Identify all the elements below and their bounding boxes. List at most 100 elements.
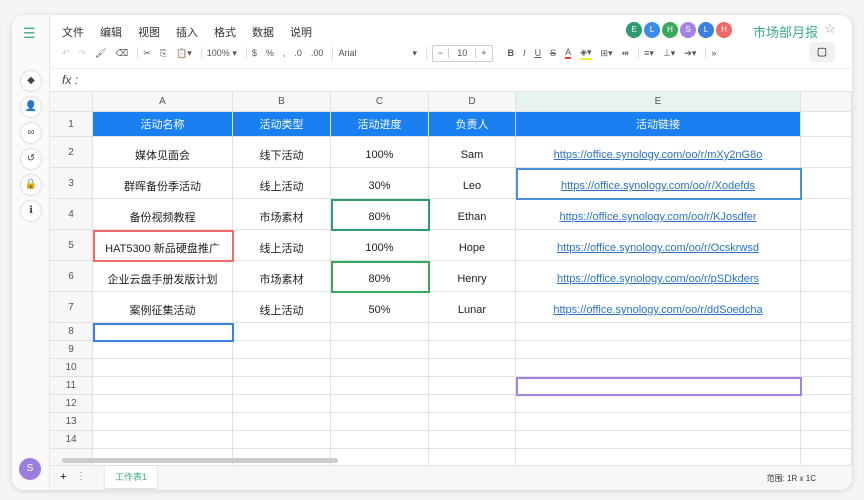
row-header[interactable]: 4: [50, 199, 93, 230]
cell[interactable]: Sam: [429, 137, 516, 168]
cell[interactable]: [801, 112, 852, 137]
cell[interactable]: [801, 413, 852, 431]
cell[interactable]: [429, 377, 516, 395]
row-header[interactable]: 1: [50, 112, 93, 137]
cell[interactable]: 100%: [331, 137, 429, 168]
sheet-tab[interactable]: 工作表1: [105, 466, 158, 488]
link-cell[interactable]: https://office.synology.com/oo/r/pSDkder…: [516, 261, 801, 292]
column-header[interactable]: D: [429, 92, 516, 112]
font-size-stepper[interactable]: −10 +: [432, 44, 493, 62]
collaborator-avatar[interactable]: S: [680, 22, 696, 38]
currency-button[interactable]: $: [251, 48, 257, 58]
add-sheet-icon[interactable]: +: [60, 471, 67, 483]
vertical-align-icon[interactable]: ⊥▾: [662, 47, 676, 58]
cell[interactable]: [331, 359, 429, 377]
cell[interactable]: [429, 395, 516, 413]
cell[interactable]: 市场素材: [233, 261, 331, 292]
fill-color-icon[interactable]: ◈▾: [580, 47, 592, 60]
cell[interactable]: [801, 395, 852, 413]
collaborator-avatar[interactable]: E: [626, 22, 642, 38]
row-header[interactable]: 14: [50, 431, 93, 449]
header-cell[interactable]: 活动链接: [516, 112, 801, 137]
cell[interactable]: 线上活动: [233, 168, 331, 199]
cell[interactable]: 市场素材: [233, 199, 331, 230]
menu-item[interactable]: 格式: [214, 27, 236, 39]
cell[interactable]: Henry: [429, 261, 516, 292]
decrease-size-button[interactable]: −: [438, 48, 444, 58]
cell[interactable]: 100%: [331, 230, 429, 261]
link-icon[interactable]: ∞: [21, 123, 41, 143]
cell[interactable]: 线下活动: [233, 137, 331, 168]
formula-bar[interactable]: fx :: [50, 68, 852, 92]
undo-icon[interactable]: ↶: [62, 47, 70, 58]
document-title[interactable]: 市场部月报: [753, 25, 819, 40]
sheet-list-icon[interactable]: ⋮: [76, 471, 86, 482]
history-icon[interactable]: ↺: [21, 149, 41, 169]
header-cell[interactable]: 活动类型: [233, 112, 331, 137]
text-color-button[interactable]: A: [565, 47, 572, 59]
cell[interactable]: [331, 431, 429, 449]
cell[interactable]: [801, 377, 852, 395]
cell[interactable]: 案例征集活动: [93, 292, 233, 323]
cell[interactable]: 50%: [331, 292, 429, 323]
cell[interactable]: [331, 323, 429, 341]
cell[interactable]: [93, 359, 233, 377]
merge-cells-icon[interactable]: ⇹: [621, 47, 630, 58]
cell[interactable]: [516, 431, 801, 449]
star-icon[interactable]: ☆: [824, 21, 836, 36]
italic-button[interactable]: I: [523, 48, 526, 58]
cut-icon[interactable]: ✂: [143, 47, 151, 58]
cell[interactable]: [429, 431, 516, 449]
row-header[interactable]: 7: [50, 292, 93, 323]
cell[interactable]: [331, 377, 429, 395]
zoom-select[interactable]: 100% ▾: [206, 47, 237, 58]
header-cell[interactable]: 负责人: [429, 112, 516, 137]
cell[interactable]: [801, 431, 852, 449]
cell[interactable]: 企业云盘手册发版计划: [93, 261, 233, 292]
info-icon[interactable]: ℹ: [21, 201, 41, 221]
user-avatar[interactable]: S: [19, 458, 41, 480]
comma-button[interactable]: ,: [282, 48, 286, 58]
borders-icon[interactable]: ⊞▾: [600, 47, 613, 58]
strikethrough-button[interactable]: S: [550, 48, 557, 58]
bold-button[interactable]: B: [507, 48, 515, 58]
link-cell[interactable]: https://office.synology.com/oo/r/mXy2nG8…: [516, 137, 801, 168]
cell[interactable]: [233, 377, 331, 395]
cell[interactable]: [429, 359, 516, 377]
decrease-decimal-button[interactable]: .0: [294, 48, 302, 58]
text-wrap-icon[interactable]: ➔▾: [684, 47, 697, 58]
cell[interactable]: [801, 168, 852, 199]
redo-icon[interactable]: ↷: [78, 47, 87, 58]
add-user-icon[interactable]: 👤: [21, 97, 41, 117]
cell[interactable]: [93, 413, 233, 431]
cell[interactable]: [233, 395, 331, 413]
cell[interactable]: 备份视频教程: [93, 199, 233, 230]
cell[interactable]: [93, 377, 233, 395]
cell[interactable]: [801, 230, 852, 261]
copy-icon[interactable]: ⎘: [159, 47, 168, 58]
cell[interactable]: [801, 199, 852, 230]
row-header[interactable]: 11: [50, 377, 93, 395]
clear-format-icon[interactable]: ⌫: [115, 47, 129, 58]
increase-decimal-button[interactable]: .00: [310, 48, 324, 58]
font-size-value[interactable]: 10: [448, 48, 477, 58]
row-header[interactable]: 6: [50, 261, 93, 292]
link-cell[interactable]: https://office.synology.com/oo/r/KJosdfe…: [516, 199, 801, 230]
cell[interactable]: Lunar: [429, 292, 516, 323]
tag-icon[interactable]: ◆: [21, 71, 41, 91]
cell[interactable]: [516, 359, 801, 377]
header-cell[interactable]: 活动名称: [93, 112, 233, 137]
row-header[interactable]: 9: [50, 341, 93, 359]
cell[interactable]: 媒体见面会: [93, 137, 233, 168]
row-header[interactable]: 12: [50, 395, 93, 413]
cell[interactable]: [331, 395, 429, 413]
percent-button[interactable]: %: [265, 48, 274, 58]
cell[interactable]: [233, 341, 331, 359]
column-header[interactable]: A: [93, 92, 233, 112]
cell[interactable]: [331, 341, 429, 359]
cell[interactable]: [516, 395, 801, 413]
cell[interactable]: [233, 359, 331, 377]
cell[interactable]: [429, 413, 516, 431]
collaborator-avatar[interactable]: H: [716, 22, 732, 38]
column-header[interactable]: B: [233, 92, 331, 112]
